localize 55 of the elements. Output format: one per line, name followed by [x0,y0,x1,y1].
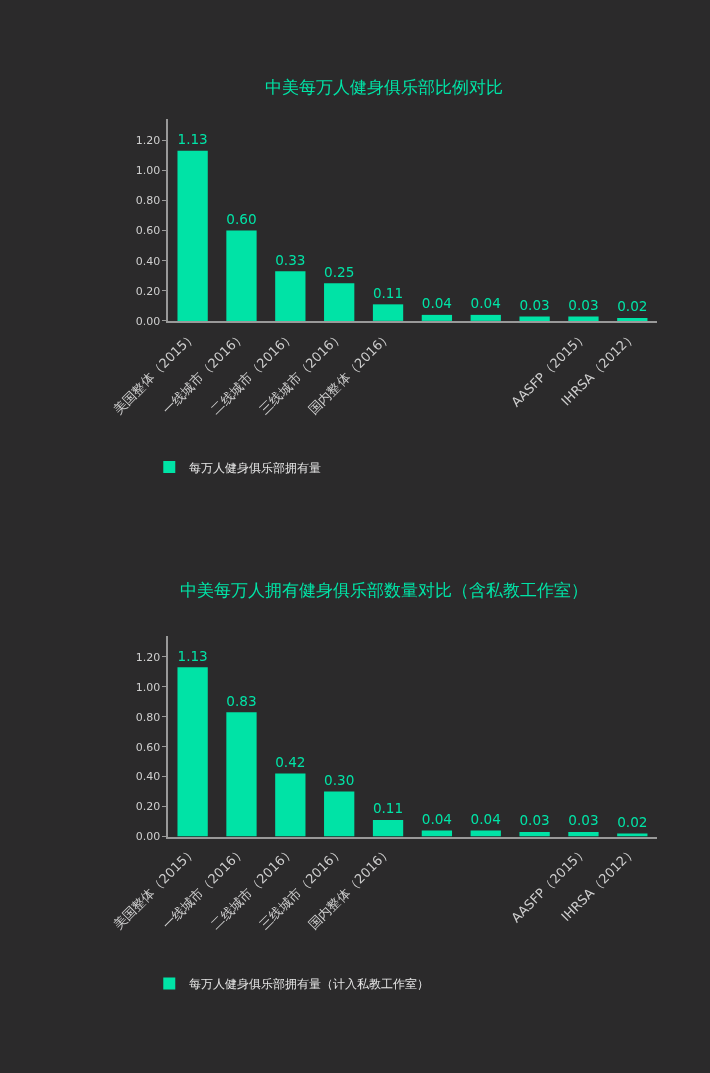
bar [372,820,404,837]
y-tick-label: 0.60 [135,740,161,754]
y-tick-label: 0.40 [135,770,161,784]
y-tick-label: 0.80 [135,710,161,724]
y-tick-label: 0.20 [135,800,161,814]
legend-label: 每万人健身俱乐部拥有量 [189,460,322,475]
data-label: 0.42 [275,753,306,770]
y-tick-label: 1.20 [135,134,161,148]
chart-title: 中美每万人健身俱乐部比例对比 [265,77,503,97]
bar [421,314,453,321]
y-tick-label: 0.40 [135,254,161,268]
data-label: 0.03 [519,812,550,829]
data-label: 0.33 [275,251,306,268]
y-tick-label: 0.00 [135,830,161,844]
bar [470,314,501,321]
data-label: 0.11 [372,800,404,817]
data-label: 1.13 [177,647,208,664]
data-label: 0.02 [617,813,648,830]
bar [177,150,208,321]
bar [519,316,550,321]
data-label: 0.03 [568,812,599,829]
bar [324,791,355,837]
bar [617,317,648,321]
chart-title: 中美每万人拥有健身俱乐部数量对比（含私教工作室） [180,580,588,600]
data-label: 0.02 [617,298,648,315]
data-label: 0.04 [421,810,453,827]
y-tick-label: 0.20 [135,284,161,298]
data-label: 0.04 [421,295,453,312]
bar [226,230,257,321]
data-label: 0.11 [372,284,404,301]
data-label: 0.03 [519,296,550,313]
y-tick-label: 1.20 [135,650,161,664]
data-label: 0.60 [226,210,257,227]
data-label: 0.03 [568,296,599,313]
bar [226,712,257,837]
bar [275,271,306,321]
data-label: 0.04 [470,810,501,827]
y-tick-label: 1.00 [135,680,161,694]
bar [324,283,355,321]
legend-label: 每万人健身俱乐部拥有量（计入私教工作室） [189,977,430,992]
y-tick-label: 0.60 [135,224,161,238]
data-label: 0.25 [324,263,355,280]
bar [177,667,208,837]
y-tick-label: 0.00 [135,314,161,328]
data-label: 1.13 [177,131,208,148]
bar [372,304,404,321]
data-label: 0.30 [324,771,355,788]
bar [519,832,550,837]
bar [568,832,599,837]
y-tick-label: 0.80 [135,194,161,208]
data-label: 0.83 [226,692,257,709]
bar [568,316,599,321]
data-label: 0.04 [470,295,501,312]
bar [275,773,306,837]
y-tick-label: 1.00 [135,164,161,178]
